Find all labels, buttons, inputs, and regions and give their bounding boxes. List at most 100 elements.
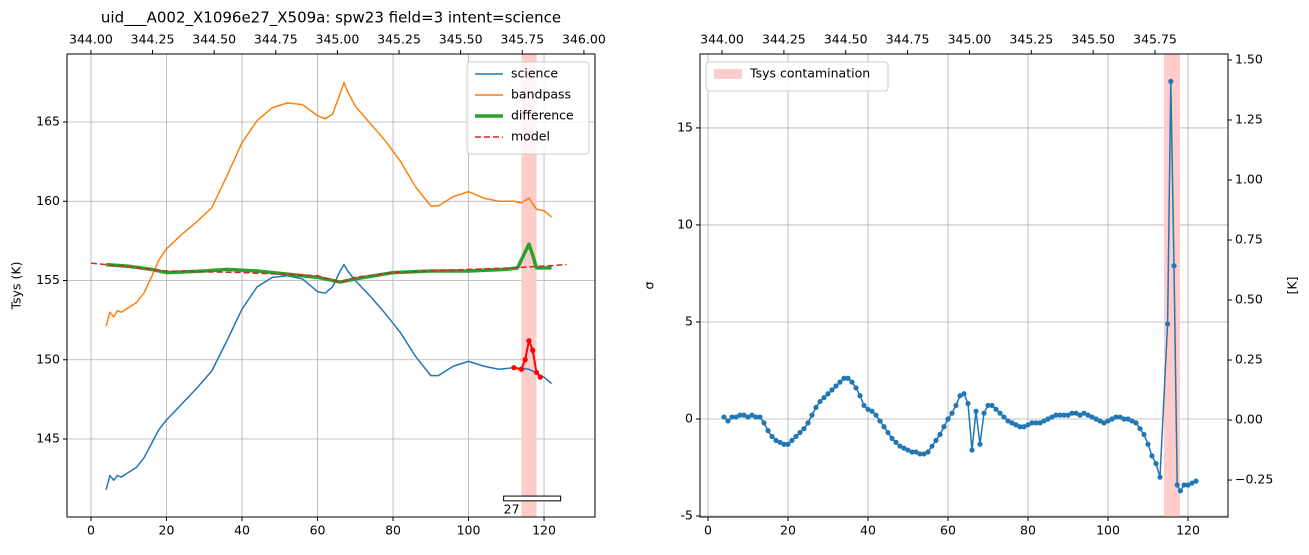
marker bbox=[929, 443, 935, 449]
marker bbox=[885, 429, 891, 436]
chart-title: uid___A002_X1096e27_X509a: spw23 field=3… bbox=[101, 9, 561, 28]
x2-tick-label: 344.25 bbox=[131, 32, 175, 47]
marker bbox=[917, 451, 923, 457]
legend-box bbox=[705, 61, 889, 92]
marker bbox=[893, 439, 899, 445]
marker bbox=[1001, 414, 1007, 420]
y2-tick-label: 1.25 bbox=[1235, 112, 1263, 127]
marker bbox=[953, 402, 959, 409]
marker bbox=[1109, 416, 1115, 422]
marker bbox=[969, 447, 975, 453]
y2-tick-label: −0.25 bbox=[1235, 472, 1273, 487]
x2-tick-label: 345.00 bbox=[948, 32, 992, 47]
marker bbox=[1129, 418, 1135, 424]
legend: science bandpass difference model bbox=[466, 61, 590, 155]
marker bbox=[865, 406, 871, 412]
marker bbox=[511, 365, 517, 371]
annotation: 27 bbox=[504, 501, 520, 516]
y2-axis-label: [K] bbox=[1285, 277, 1300, 295]
marker bbox=[1065, 412, 1071, 418]
legend-patch bbox=[714, 69, 742, 79]
marker bbox=[829, 387, 835, 393]
marker bbox=[1013, 422, 1019, 428]
marker bbox=[1171, 263, 1177, 269]
marker bbox=[1085, 412, 1091, 418]
y-tick-label: 150 bbox=[36, 351, 60, 366]
marker bbox=[1057, 412, 1063, 418]
x-tick-label: 20 bbox=[159, 523, 175, 538]
marker bbox=[1105, 418, 1111, 424]
marker bbox=[1165, 321, 1171, 327]
marker bbox=[909, 449, 915, 455]
marker bbox=[761, 420, 767, 426]
marker bbox=[518, 366, 524, 372]
legend-box bbox=[466, 61, 590, 155]
marker bbox=[777, 439, 783, 445]
x-tick-label: 80 bbox=[1020, 523, 1036, 538]
marker bbox=[997, 410, 1003, 416]
marker bbox=[753, 414, 759, 420]
marker bbox=[1049, 414, 1055, 420]
marker bbox=[949, 410, 955, 416]
marker bbox=[1097, 418, 1103, 424]
marker bbox=[1069, 410, 1075, 416]
marker bbox=[857, 393, 863, 399]
marker bbox=[1137, 426, 1143, 432]
y-tick-label: 0 bbox=[685, 411, 693, 426]
y2-tick-label: 0.25 bbox=[1235, 352, 1263, 367]
marker bbox=[869, 408, 875, 414]
y2-tick-label: 0.75 bbox=[1235, 232, 1263, 247]
x-tick-label: 120 bbox=[1176, 523, 1200, 538]
marker bbox=[1081, 410, 1087, 416]
marker bbox=[1041, 418, 1047, 424]
x2-tick-label: 344.75 bbox=[886, 32, 930, 47]
marker bbox=[961, 391, 967, 397]
legend-label: model bbox=[511, 129, 550, 144]
x2-tick-label: 344.25 bbox=[762, 32, 806, 47]
x2-tick-label: 345.75 bbox=[1133, 32, 1177, 47]
x-tick-label: 0 bbox=[87, 523, 95, 538]
marker bbox=[873, 412, 879, 418]
scale-box bbox=[503, 495, 562, 502]
marker bbox=[805, 420, 811, 426]
marker bbox=[749, 412, 755, 418]
marker bbox=[1149, 453, 1155, 459]
marker bbox=[1113, 414, 1119, 420]
marker bbox=[1101, 420, 1107, 426]
marker bbox=[981, 410, 987, 416]
x2-tick-label: 345.25 bbox=[377, 32, 421, 47]
x2-tick-label: 344.00 bbox=[700, 32, 744, 47]
x2-tick-label: 345.00 bbox=[316, 32, 360, 47]
y-tick-label: 15 bbox=[677, 119, 693, 134]
marker bbox=[945, 416, 951, 422]
marker bbox=[745, 414, 751, 420]
x-tick-label: 60 bbox=[940, 523, 956, 538]
marker bbox=[733, 414, 739, 420]
marker bbox=[1077, 412, 1083, 418]
marker bbox=[921, 451, 927, 457]
marker bbox=[905, 447, 911, 453]
x-tick-label: 40 bbox=[234, 523, 250, 538]
y-tick-label: 145 bbox=[36, 431, 60, 446]
chart: 0 20 40 60 80 100 120 -5 0 5 10 15 344.00 344.25 344.5… bbox=[642, 32, 1300, 538]
marker bbox=[1009, 420, 1015, 426]
legend-label: difference bbox=[511, 108, 574, 123]
legend-label: Tsys contamination bbox=[749, 66, 870, 81]
marker bbox=[965, 400, 971, 407]
marker bbox=[941, 424, 947, 430]
plot-frame bbox=[699, 53, 1229, 518]
marker bbox=[773, 437, 779, 443]
marker bbox=[1029, 420, 1035, 426]
series-line bbox=[90, 262, 567, 283]
marker bbox=[825, 391, 831, 397]
span bbox=[521, 54, 537, 517]
marker bbox=[913, 449, 919, 455]
marker bbox=[765, 428, 771, 434]
marker bbox=[1181, 482, 1187, 488]
marker bbox=[973, 408, 979, 414]
marker bbox=[533, 369, 540, 376]
y-tick-label: -5 bbox=[681, 508, 693, 523]
marker bbox=[889, 435, 895, 442]
x-tick-label: 80 bbox=[385, 523, 401, 538]
y2-tick-label: 1.00 bbox=[1235, 172, 1263, 187]
